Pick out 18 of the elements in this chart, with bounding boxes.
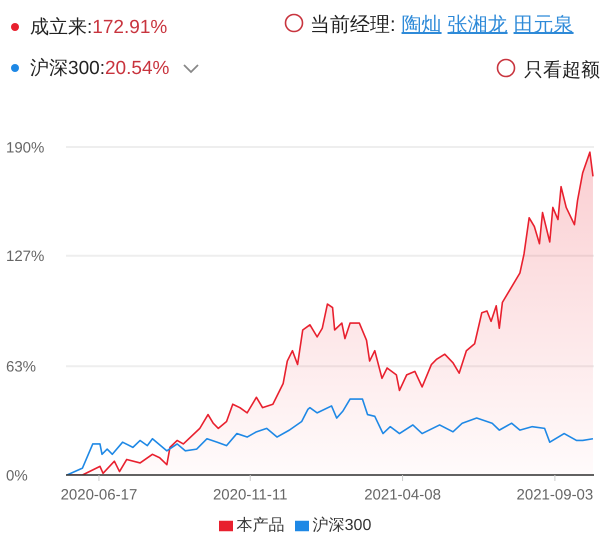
legend-label: 本产品: [236, 517, 285, 534]
y-tick-label: 127%: [6, 248, 44, 266]
x-tick-label: 2020-11-11: [212, 486, 288, 504]
legend-label: 沪深300: [312, 517, 372, 534]
y-tick-label: 0%: [6, 467, 28, 484]
line-series: [66, 398, 594, 475]
text: 172.91%: [92, 17, 168, 38]
text: 20.54%: [104, 58, 170, 79]
x-tick-label: 2021-04-08: [364, 486, 441, 504]
text: 田元泉: [514, 14, 574, 36]
x-tick-label: 2020-06-17: [60, 486, 138, 504]
text: 张湘龙: [448, 14, 508, 36]
text: 只看超额: [524, 59, 600, 83]
text: 当前经理:: [310, 14, 396, 36]
x-tick-label: 2021-09-03: [516, 486, 594, 504]
y-tick-label: 190%: [6, 139, 44, 156]
y-tick-label: 63%: [6, 358, 36, 376]
text: 陶灿: [402, 14, 442, 36]
